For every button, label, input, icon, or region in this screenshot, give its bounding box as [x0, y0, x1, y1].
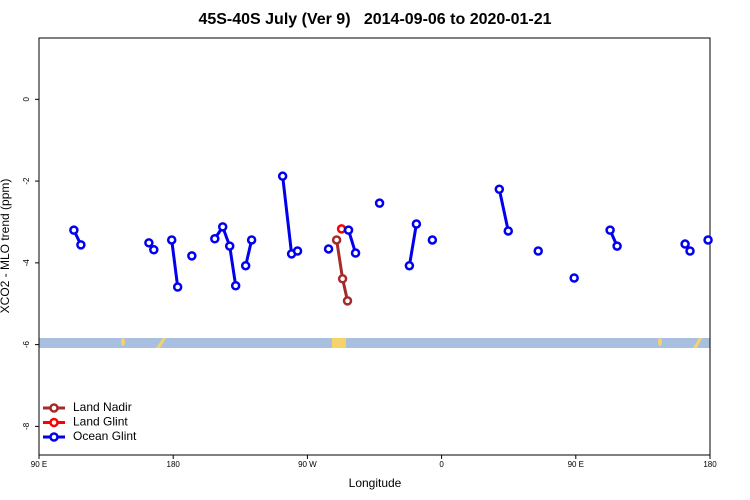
point	[605, 225, 615, 235]
plot-frame	[38, 37, 711, 456]
point	[404, 260, 415, 271]
y-tick-label: 0	[22, 97, 31, 102]
x-tick-label: 90 E	[568, 460, 584, 469]
point	[685, 246, 695, 256]
legend-marker	[49, 403, 59, 413]
point	[343, 225, 354, 235]
point	[374, 198, 385, 208]
legend-marker	[49, 432, 59, 442]
point	[210, 233, 220, 244]
x-tick-label: 90 W	[298, 460, 317, 469]
y-tick-label: -8	[22, 422, 31, 430]
x-tick-label: 0	[439, 460, 444, 469]
x-tick-label: 180	[703, 460, 717, 469]
map-strip	[39, 338, 710, 348]
point	[703, 235, 713, 245]
legend-label: Ocean Glint	[73, 429, 137, 443]
point	[172, 282, 183, 292]
legend-label: Land Nadir	[73, 400, 132, 414]
x-tick-label: 90 E	[31, 460, 47, 469]
y-tick-label: -2	[22, 177, 31, 185]
point	[187, 251, 197, 261]
point	[323, 244, 334, 254]
point	[144, 238, 154, 248]
ocean-strip	[39, 338, 710, 348]
point	[533, 246, 543, 256]
point	[337, 274, 348, 284]
land	[121, 338, 125, 346]
legend-marker	[49, 417, 59, 428]
land	[332, 338, 346, 348]
y-tick-label: -6	[22, 341, 31, 349]
legend-label: Land Glint	[73, 415, 128, 429]
point	[246, 235, 257, 245]
y-tick-label: -4	[22, 259, 31, 267]
point	[224, 241, 235, 251]
land	[693, 338, 702, 348]
point	[76, 240, 86, 250]
point	[680, 239, 690, 249]
point	[494, 184, 505, 195]
chart-title: 45S-40S July (Ver 9) 2014-09-06 to 2020-…	[198, 11, 551, 28]
x-tick-label: 180	[167, 460, 181, 469]
point	[427, 235, 438, 245]
land	[156, 338, 166, 348]
point	[292, 246, 303, 256]
point	[240, 260, 251, 271]
point	[612, 241, 622, 251]
point	[149, 245, 159, 255]
y-axis-label: XCO2 - MLO trend (ppm)	[0, 179, 12, 314]
point	[217, 222, 228, 232]
point	[230, 280, 241, 291]
point	[277, 171, 288, 181]
point	[503, 226, 514, 236]
point	[350, 248, 361, 258]
point	[569, 273, 579, 283]
point	[166, 235, 177, 245]
land	[658, 338, 662, 346]
x-axis-label: Longitude	[349, 476, 402, 490]
point	[411, 219, 422, 229]
point	[331, 235, 342, 245]
point	[342, 296, 353, 306]
point	[69, 225, 79, 235]
